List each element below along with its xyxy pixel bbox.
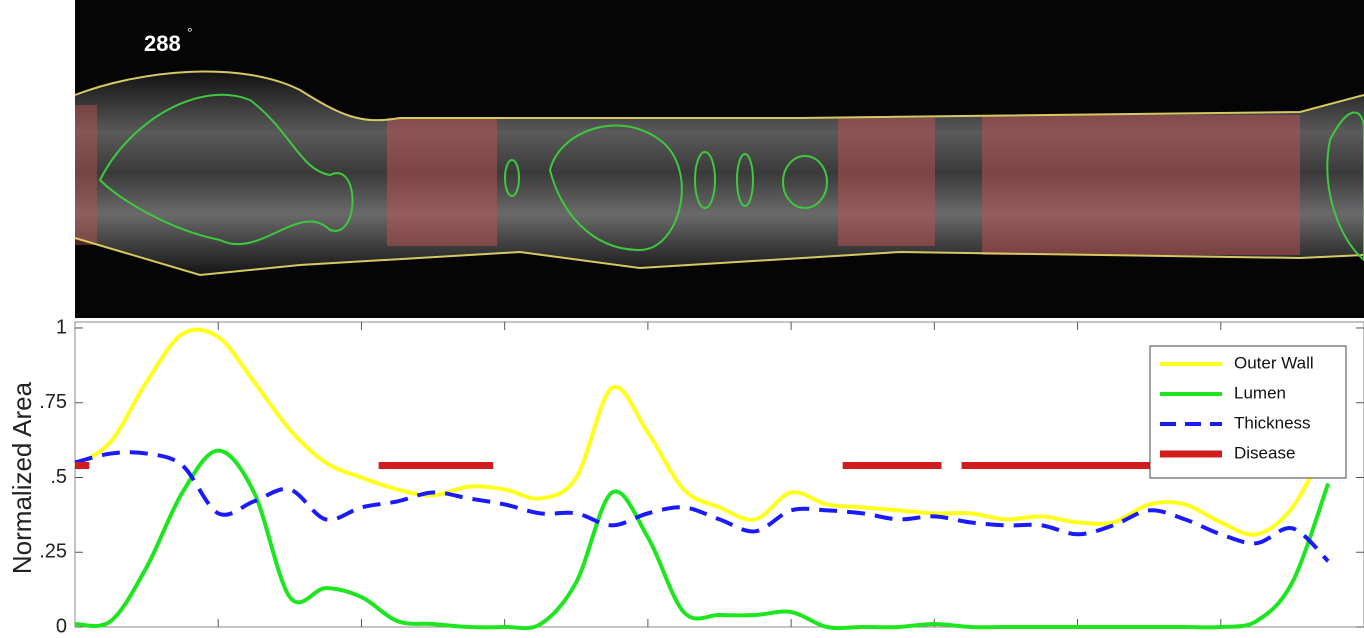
y-tick-label: 1 [56,316,67,338]
y-tick-label: .5 [50,466,67,488]
legend-label: Disease [1234,443,1295,462]
plot-area [74,321,1364,628]
legend-label: Lumen [1234,383,1286,402]
y-tick-label: .75 [39,391,67,413]
legend-label: Outer Wall [1234,353,1314,372]
y-tick-label: 0 [56,615,67,633]
angle-unit: ° [187,25,193,41]
y-tick-label: .25 [39,541,67,563]
series-line [74,450,1330,563]
series-line [74,448,1331,631]
angle-value: 288 [144,31,181,56]
y-axis-label: Normalized Area [7,381,37,574]
legend-label: Thickness [1234,413,1311,432]
ct-image: 288 ° [74,0,1364,318]
series-line [73,327,1330,537]
